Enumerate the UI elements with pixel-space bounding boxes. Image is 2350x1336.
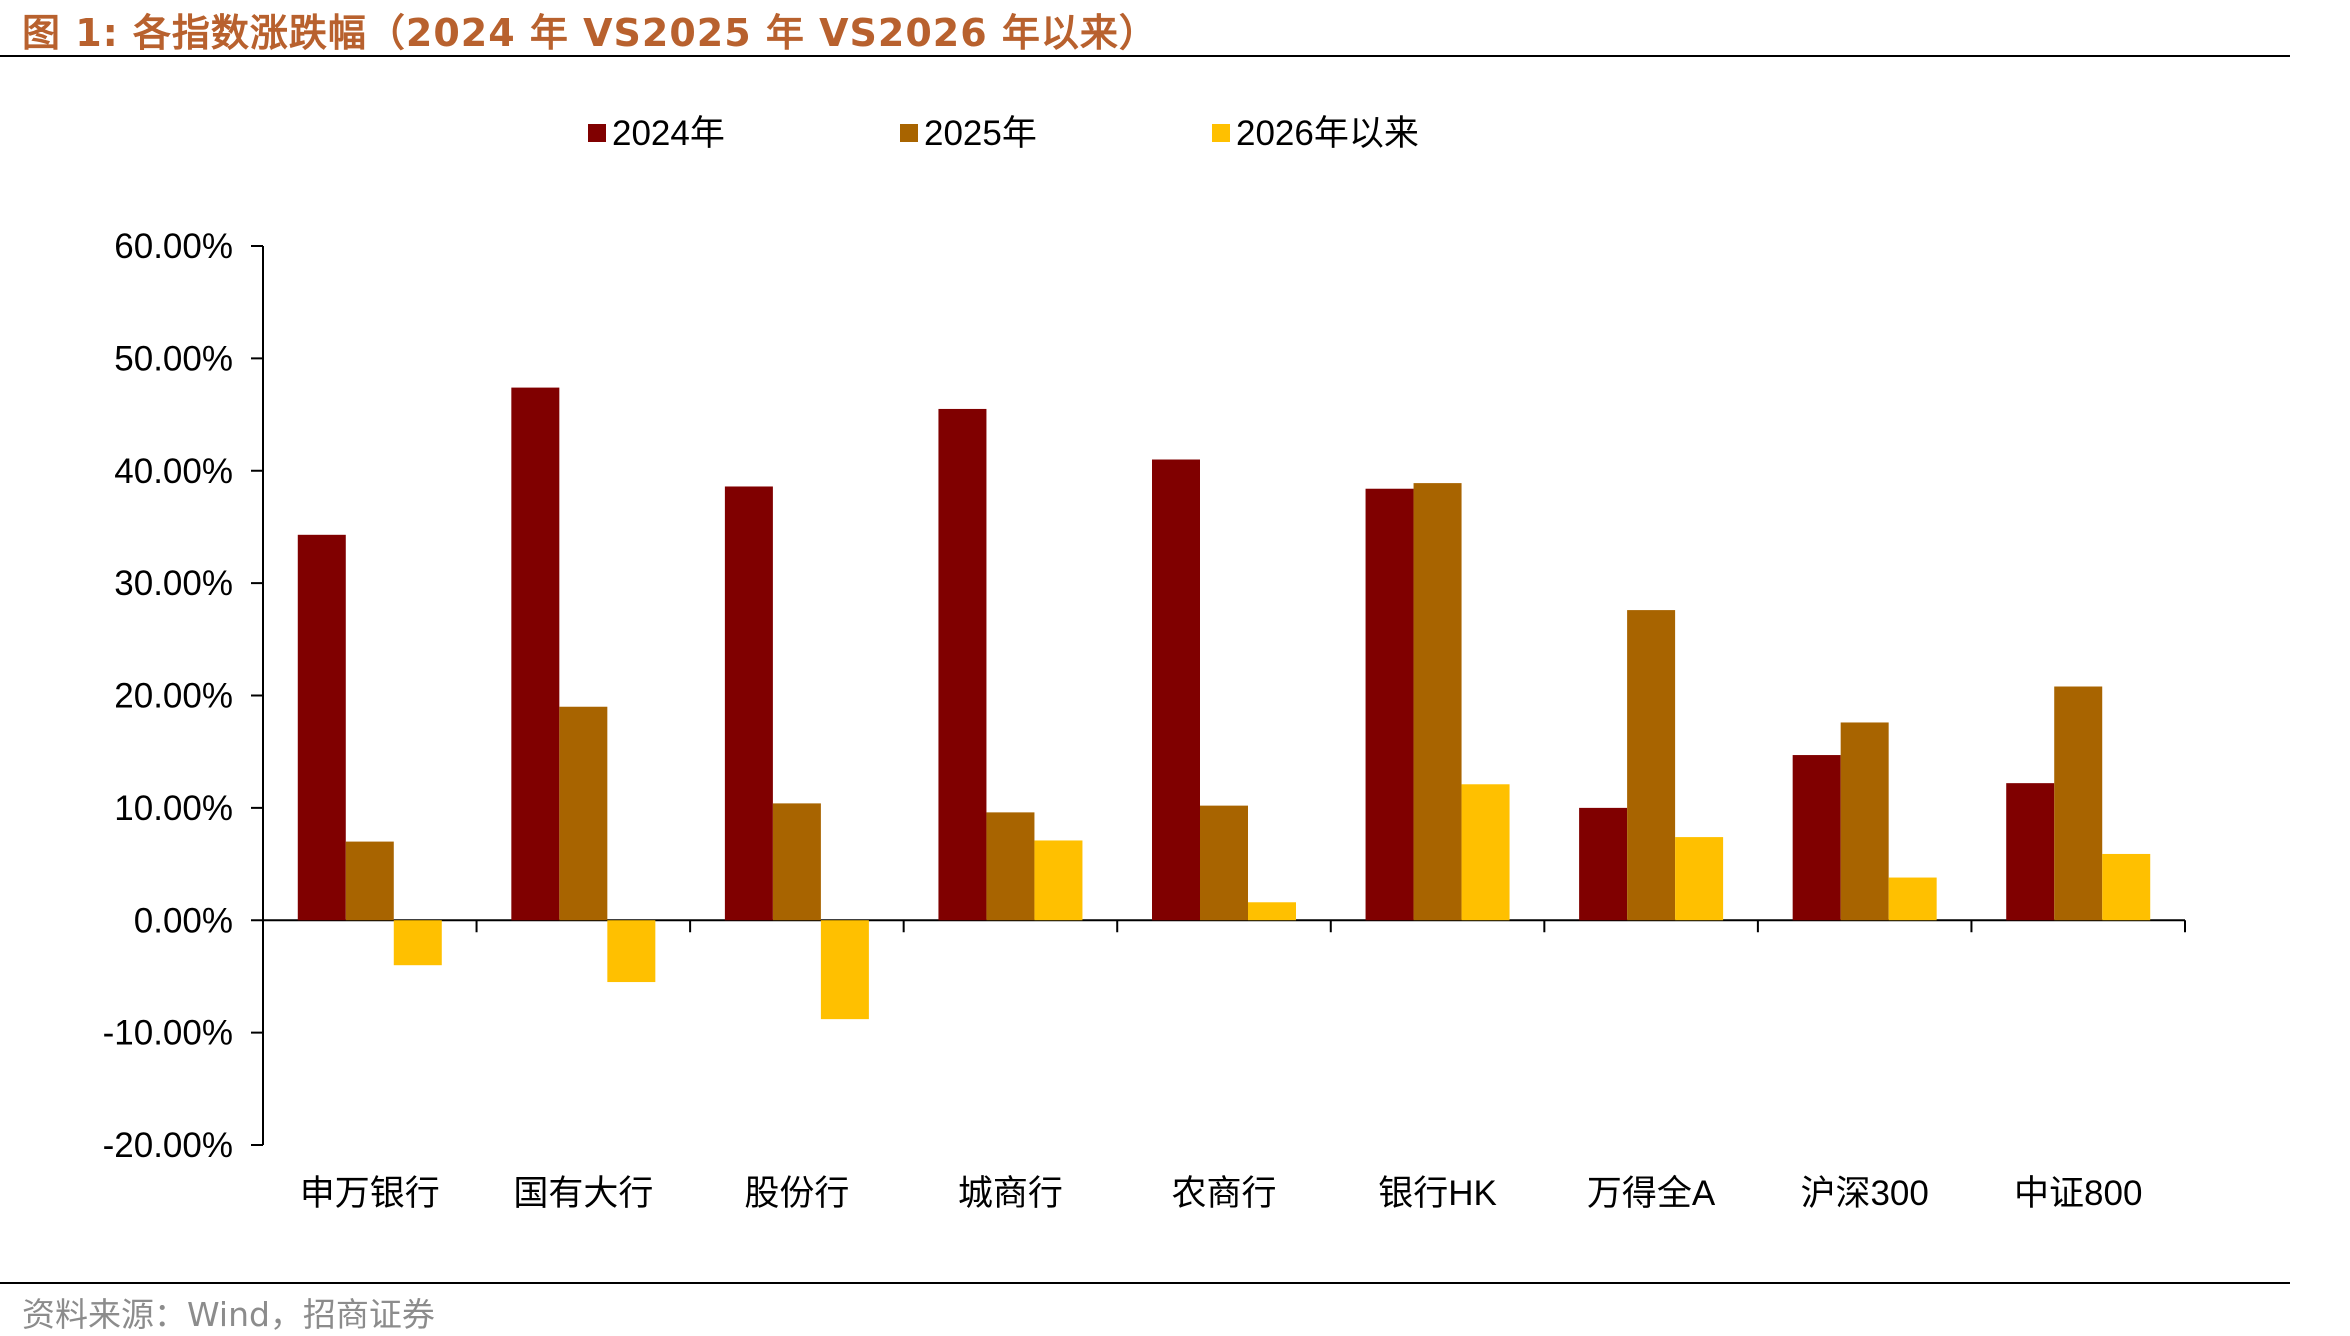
bar: [559, 706, 608, 921]
bar: [1627, 610, 1676, 921]
bar: [607, 920, 656, 983]
figure-title-text: 各指数涨跌幅（2024 年 VS2025 年 VS2026 年以来）: [132, 11, 1158, 55]
bar: [1579, 807, 1628, 921]
figure-label: 图 1:: [22, 11, 119, 55]
x-category-label: 城商行: [958, 1174, 1063, 1213]
bar: [393, 920, 442, 966]
bar: [1248, 902, 1296, 921]
bar: [1365, 488, 1414, 921]
top-rule: [0, 55, 2290, 57]
legend-swatch: [900, 124, 918, 142]
y-tick-label: 40.00%: [114, 452, 233, 491]
bottom-rule: [0, 1282, 2290, 1284]
y-tick-label: 60.00%: [114, 227, 233, 266]
bar: [2102, 853, 2151, 921]
bar: [511, 387, 560, 921]
x-category-label: 沪深300: [1800, 1174, 1928, 1213]
source-note: 资料来源：Wind，招商证券: [22, 1295, 435, 1334]
bar: [345, 841, 394, 921]
y-tick-label: -20.00%: [103, 1126, 233, 1165]
bar: [1152, 459, 1200, 921]
y-tick-label: 20.00%: [114, 677, 233, 716]
x-category-label: 股份行: [744, 1174, 849, 1213]
bar: [938, 408, 987, 921]
bar: [820, 920, 869, 1020]
bar: [772, 803, 821, 921]
bar: [297, 534, 346, 921]
bar: [1461, 784, 1510, 921]
x-category-label: 国有大行: [513, 1174, 653, 1213]
y-tick-label: 50.00%: [114, 339, 233, 378]
y-tick-label: -10.00%: [103, 1014, 233, 1053]
x-category-label: 万得全A: [1587, 1174, 1716, 1213]
bar: [1792, 755, 1841, 921]
bar: [2054, 686, 2103, 921]
x-category-label: 银行HK: [1378, 1174, 1497, 1213]
bar: [1413, 483, 1462, 921]
bar: [986, 812, 1035, 921]
y-tick-label: 30.00%: [114, 564, 233, 603]
figure-title: 图 1: 各指数涨跌幅（2024 年 VS2025 年 VS2026 年以来）: [22, 2, 1158, 57]
bar: [1840, 722, 1889, 921]
x-category-label: 申万银行: [300, 1174, 440, 1213]
x-category-label: 农商行: [1171, 1174, 1276, 1213]
legend-label: 2026年以来: [1236, 114, 1419, 153]
bar: [1200, 805, 1248, 921]
x-category-label: 中证800: [2014, 1174, 2142, 1213]
y-tick-label: 10.00%: [114, 789, 233, 828]
bar: [1888, 877, 1937, 921]
legend-label: 2024年: [612, 114, 725, 153]
y-tick-label: 0.00%: [134, 901, 233, 940]
bar: [724, 486, 773, 921]
legend-label: 2025年: [924, 114, 1037, 153]
bar-chart: 60.00% 50.00% 40.00% 30.00% 20.00% 10.00% 0.00…: [103, 114, 2186, 1213]
bar: [1675, 837, 1724, 921]
bar: [2006, 783, 2055, 921]
legend-swatch: [1212, 124, 1230, 142]
bar: [1034, 840, 1083, 921]
legend-swatch: [588, 124, 606, 142]
